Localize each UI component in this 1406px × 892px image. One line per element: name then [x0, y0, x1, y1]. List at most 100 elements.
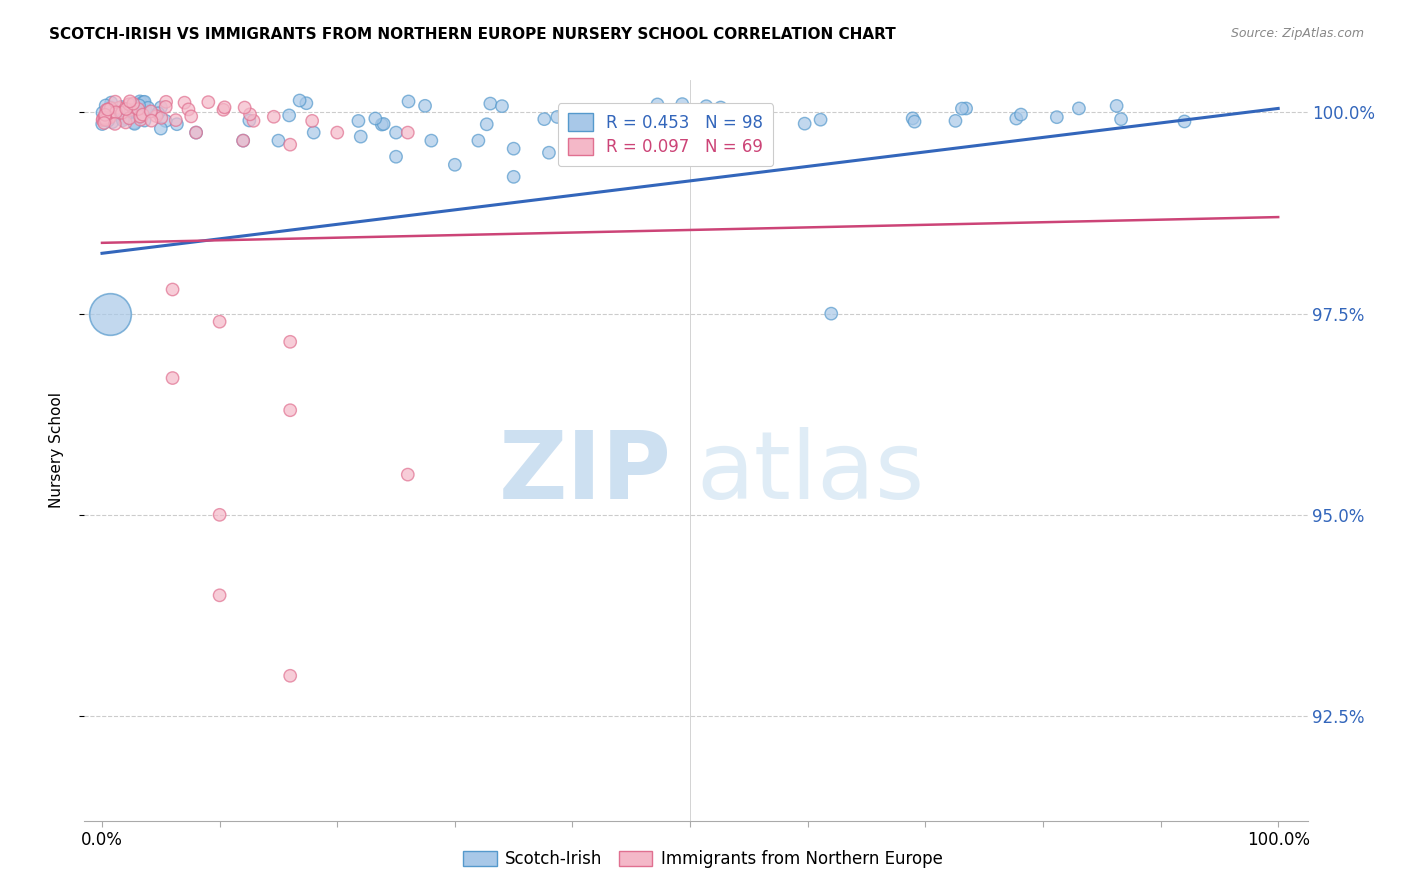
Point	[111, 105, 134, 120]
Point	[94, 111, 117, 125]
Text: atlas: atlas	[696, 426, 924, 518]
Point	[145, 109, 167, 123]
Point	[134, 95, 156, 109]
Point	[637, 112, 659, 126]
Point	[278, 334, 301, 349]
Point	[1067, 102, 1090, 116]
Point	[120, 103, 142, 117]
Point	[1046, 110, 1069, 124]
Point	[91, 105, 114, 120]
Point	[738, 134, 761, 148]
Point	[288, 94, 311, 108]
Point	[132, 107, 155, 121]
Point	[118, 112, 141, 126]
Point	[100, 101, 122, 115]
Point	[278, 137, 301, 152]
Point	[695, 99, 717, 113]
Point	[129, 110, 152, 124]
Point	[364, 112, 387, 126]
Point	[117, 103, 139, 118]
Point	[114, 111, 136, 125]
Point	[124, 117, 146, 131]
Point	[127, 102, 149, 116]
Point	[295, 96, 318, 111]
Point	[184, 126, 207, 140]
Legend: Scotch-Irish, Immigrants from Northern Europe: Scotch-Irish, Immigrants from Northern E…	[457, 844, 949, 875]
Point	[149, 100, 172, 114]
Point	[232, 134, 254, 148]
Point	[111, 112, 134, 126]
Point	[208, 315, 231, 329]
Text: SCOTCH-IRISH VS IMMIGRANTS FROM NORTHERN EUROPE NURSERY SCHOOL CORRELATION CHART: SCOTCH-IRISH VS IMMIGRANTS FROM NORTHERN…	[49, 27, 896, 42]
Text: Source: ZipAtlas.com: Source: ZipAtlas.com	[1230, 27, 1364, 40]
Point	[98, 111, 121, 125]
Point	[371, 118, 394, 132]
Point	[731, 107, 754, 121]
Point	[950, 102, 973, 116]
Point	[301, 114, 323, 128]
Point	[385, 126, 408, 140]
Point	[155, 100, 177, 114]
Point	[671, 97, 693, 112]
Point	[100, 100, 122, 114]
Point	[467, 134, 489, 148]
Point	[125, 103, 148, 117]
Point	[114, 115, 136, 129]
Point	[214, 100, 236, 114]
Point	[347, 114, 370, 128]
Point	[110, 100, 132, 114]
Point	[398, 95, 420, 109]
Point	[162, 283, 184, 297]
Point	[132, 95, 155, 110]
Point	[129, 95, 152, 110]
Point	[97, 110, 120, 124]
Point	[104, 95, 127, 109]
Point	[97, 103, 120, 117]
Point	[101, 115, 124, 129]
Point	[104, 117, 127, 131]
Point	[112, 105, 135, 120]
Point	[600, 106, 623, 120]
Point	[647, 97, 669, 112]
Point	[118, 95, 141, 109]
Point	[104, 107, 127, 121]
Point	[98, 307, 121, 321]
Point	[94, 108, 117, 122]
Point	[162, 371, 184, 385]
Point	[208, 508, 231, 522]
Point	[94, 109, 117, 123]
Point	[546, 110, 568, 124]
Point	[96, 103, 118, 117]
Point	[155, 114, 177, 128]
Point	[180, 109, 202, 123]
Point	[491, 99, 513, 113]
Point	[238, 113, 260, 128]
Point	[122, 96, 145, 111]
Point	[263, 110, 285, 124]
Point	[820, 307, 842, 321]
Point	[97, 103, 120, 117]
Point	[110, 106, 132, 120]
Point	[104, 105, 127, 120]
Point	[139, 104, 162, 119]
Point	[537, 145, 560, 160]
Point	[94, 98, 117, 112]
Point	[647, 116, 669, 130]
Point	[413, 99, 436, 113]
Point	[444, 158, 467, 172]
Point	[111, 113, 134, 128]
Point	[233, 101, 256, 115]
Point	[149, 121, 172, 136]
Point	[945, 114, 967, 128]
Point	[373, 117, 395, 131]
Point	[502, 169, 524, 184]
Point	[242, 113, 264, 128]
Point	[128, 98, 150, 112]
Point	[396, 467, 419, 482]
Point	[475, 117, 498, 131]
Point	[97, 113, 120, 128]
Point	[903, 114, 925, 128]
Point	[420, 134, 443, 148]
Point	[177, 103, 200, 117]
Point	[302, 126, 325, 140]
